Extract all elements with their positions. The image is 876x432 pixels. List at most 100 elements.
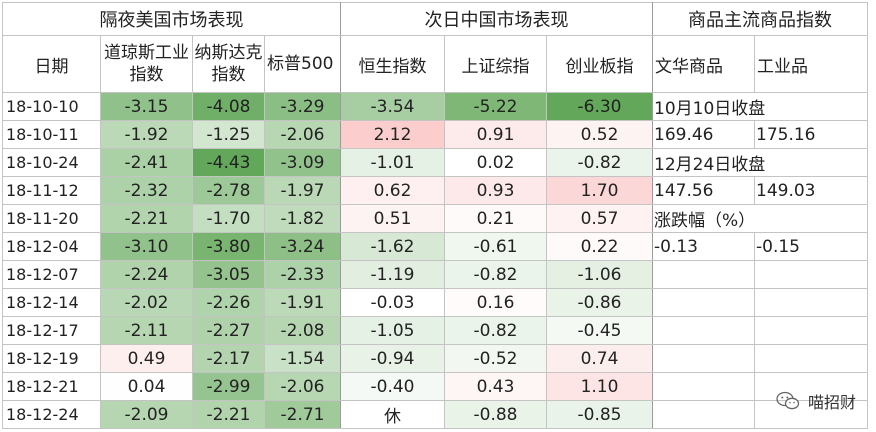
nasdaq-cell: -2.26	[192, 288, 265, 317]
empty-cell	[754, 344, 868, 373]
sp-cell: -1.82	[264, 204, 341, 233]
sse-cell: -0.52	[444, 344, 547, 373]
nasdaq-cell: -4.43	[192, 148, 265, 177]
nasdaq-cell: -1.70	[192, 204, 265, 233]
table-row: 18-10-24 -2.41 -4.43 -3.09 -1.01 0.02 -0.82 12月…	[2, 148, 868, 177]
chinext-cell: 1.10	[546, 372, 653, 401]
nasdaq-cell: -2.17	[192, 344, 265, 373]
sp-cell: -2.08	[264, 316, 341, 345]
chinext-column-header: 创业板指	[546, 35, 653, 93]
dow-cell: -1.92	[100, 120, 193, 149]
hsi-cell: 0.62	[340, 176, 445, 205]
nasdaq-cell: -2.78	[192, 176, 265, 205]
hsi-cell: 休	[340, 400, 445, 429]
sse-cell: -0.82	[444, 316, 547, 345]
empty-cell	[754, 400, 868, 429]
dec24-close-label: 12月24日收盘	[652, 148, 868, 177]
oct10-wenhua-value: 169.46	[652, 120, 755, 149]
hsi-cell: -0.03	[340, 288, 445, 317]
date-cell: 18-10-10	[2, 92, 101, 121]
table-row: 18-12-07 -2.24 -3.05 -2.33 -1.19 -0.82 -1.06	[2, 260, 868, 289]
chinext-cell: 0.57	[546, 204, 653, 233]
group-header-row: 隔夜美国市场表现 次日中国市场表现 商品主流商品指数	[2, 2, 868, 36]
sse-cell: -0.61	[444, 232, 547, 261]
sse-cell: 0.91	[444, 120, 547, 149]
sse-cell: -0.88	[444, 400, 547, 429]
hsi-cell: -1.05	[340, 316, 445, 345]
nasdaq-cell: -3.05	[192, 260, 265, 289]
chinext-cell: -0.85	[546, 400, 653, 429]
dow-cell: -2.21	[100, 204, 193, 233]
date-column-header: 日期	[2, 35, 101, 93]
hsi-cell: -1.19	[340, 260, 445, 289]
table-row: 18-10-11 -1.92 -1.25 -2.06 2.12 0.91 0.52 169.4…	[2, 120, 868, 149]
oct10-industrial-value: 175.16	[754, 120, 868, 149]
chinext-cell: 0.74	[546, 344, 653, 373]
nasdaq-cell: -2.21	[192, 400, 265, 429]
oct10-close-label: 10月10日收盘	[652, 92, 868, 121]
dow-cell: -2.24	[100, 260, 193, 289]
chinext-cell: -0.82	[546, 148, 653, 177]
sse-cell: 0.21	[444, 204, 547, 233]
hsi-cell: -3.54	[340, 92, 445, 121]
sp-cell: -3.29	[264, 92, 341, 121]
sp-cell: -2.71	[264, 400, 341, 429]
sse-cell: -0.82	[444, 260, 547, 289]
date-cell: 18-10-11	[2, 120, 101, 149]
table-row: 18-12-04 -3.10 -3.80 -3.24 -1.62 -0.61 0.22 -0.…	[2, 232, 868, 261]
empty-cell	[754, 288, 868, 317]
chinext-cell: -0.86	[546, 288, 653, 317]
chinext-cell: -0.45	[546, 316, 653, 345]
table-row: 18-12-14 -2.02 -2.26 -1.91 -0.03 0.16 -0.86	[2, 288, 868, 317]
chinext-cell: 0.52	[546, 120, 653, 149]
nasdaq-cell: -2.27	[192, 316, 265, 345]
sse-cell: 0.02	[444, 148, 547, 177]
empty-cell	[652, 400, 755, 429]
sse-column-header: 上证综指	[444, 35, 547, 93]
chinext-cell: -6.30	[546, 92, 653, 121]
table-row: 18-10-10 -3.15 -4.08 -3.29 -3.54 -5.22 -6.30 10…	[2, 92, 868, 121]
wenhua-column-header: 文华商品	[652, 35, 755, 93]
dow-cell: 0.04	[100, 372, 193, 401]
hsi-cell: -0.94	[340, 344, 445, 373]
nasdaq-cell: -1.25	[192, 120, 265, 149]
sp-cell: -3.24	[264, 232, 341, 261]
nasdaq-cell: -4.08	[192, 92, 265, 121]
hsi-column-header: 恒生指数	[340, 35, 445, 93]
nasdaq-column-header: 纳斯达克指数	[192, 35, 265, 93]
wechat-icon	[776, 391, 800, 410]
date-cell: 18-11-20	[2, 204, 101, 233]
date-cell: 18-12-17	[2, 316, 101, 345]
hsi-cell: 2.12	[340, 120, 445, 149]
table-row: 18-12-19 0.49 -2.17 -1.54 -0.94 -0.52 0.74	[2, 344, 868, 373]
watermark-text: 喵招财	[807, 393, 856, 412]
date-cell: 18-12-14	[2, 288, 101, 317]
hsi-cell: -1.01	[340, 148, 445, 177]
dow-cell: -2.02	[100, 288, 193, 317]
date-cell: 18-12-19	[2, 344, 101, 373]
chinext-cell: 1.70	[546, 176, 653, 205]
table-row: 18-12-24 -2.09 -2.21 -2.71 休 -0.88 -0.85	[2, 400, 868, 429]
sp-cell: -2.06	[264, 372, 341, 401]
chinext-cell: 0.22	[546, 232, 653, 261]
empty-cell	[652, 372, 755, 401]
sse-cell: -5.22	[444, 92, 547, 121]
dow-cell: -2.11	[100, 316, 193, 345]
empty-cell	[652, 316, 755, 345]
hsi-cell: -1.62	[340, 232, 445, 261]
empty-cell	[754, 316, 868, 345]
date-cell: 18-12-04	[2, 232, 101, 261]
chinext-cell: -1.06	[546, 260, 653, 289]
industrial-column-header: 工业品	[754, 35, 868, 93]
sp-cell: -1.97	[264, 176, 341, 205]
change-industrial-value: -0.15	[754, 232, 868, 261]
date-cell: 18-11-12	[2, 176, 101, 205]
sp-cell: -2.33	[264, 260, 341, 289]
date-cell: 18-10-24	[2, 148, 101, 177]
dow-cell: -3.10	[100, 232, 193, 261]
empty-cell	[652, 288, 755, 317]
watermark: 喵招财	[776, 389, 856, 413]
dow-column-header: 道琼斯工业指数	[100, 35, 193, 93]
change-pct-label: 涨跌幅（%）	[652, 204, 868, 233]
dec24-wenhua-value: 147.56	[652, 176, 755, 205]
